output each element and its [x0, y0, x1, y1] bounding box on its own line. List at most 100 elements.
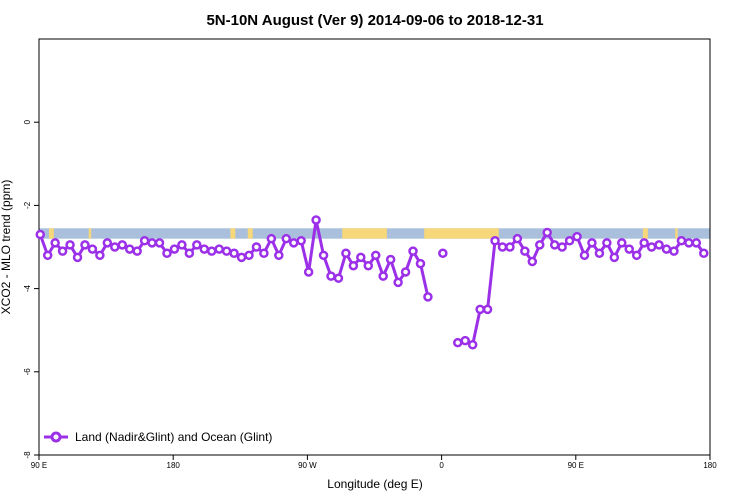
x-tick-label: 90 E [31, 461, 47, 470]
data-point [669, 246, 679, 256]
data-point [557, 242, 567, 252]
land-ocean-band [39, 228, 710, 239]
data-point [333, 273, 344, 283]
data-point [400, 267, 411, 277]
data-point [654, 240, 664, 250]
x-axis-label: Longitude (deg E) [327, 477, 422, 491]
data-point [266, 233, 277, 244]
data-point [676, 236, 687, 246]
data-point [147, 238, 157, 248]
data-point [370, 250, 381, 261]
data-point [311, 215, 321, 225]
data-point [460, 335, 470, 346]
data-point [214, 244, 224, 254]
data-point [35, 229, 45, 240]
data-point [132, 246, 142, 256]
data-point [356, 252, 366, 263]
data-point [110, 242, 120, 252]
data-point [535, 240, 545, 250]
data-point [617, 238, 627, 248]
land-segment [247, 228, 253, 239]
data-point [453, 337, 463, 348]
series-layer [35, 215, 709, 350]
y-axis-label: XCO2 - MLO trend (ppm) [0, 180, 13, 315]
land-segment [88, 228, 92, 239]
data-point [341, 248, 351, 258]
data-point [162, 248, 172, 258]
data-point [95, 250, 105, 261]
data-point [691, 238, 702, 248]
data-point [303, 267, 314, 277]
data-point [236, 252, 247, 263]
legend-label: Land (Nadir&Glint) and Ocean (Glint) [75, 430, 272, 444]
data-point [296, 236, 306, 246]
data-point [259, 248, 269, 258]
data-point [646, 242, 657, 252]
data-point [482, 304, 493, 315]
data-point [520, 246, 530, 256]
x-tick-label: 0 [439, 461, 444, 470]
x-tick-label: 180 [167, 461, 181, 470]
data-point [505, 242, 515, 252]
data-point [385, 254, 396, 265]
data-point [184, 248, 195, 258]
x-tick-label: 90 E [568, 461, 584, 470]
data-point [348, 260, 359, 271]
data-point [423, 292, 433, 302]
data-point [326, 271, 336, 281]
data-point [42, 250, 53, 261]
data-point [475, 304, 485, 315]
data-point [564, 236, 575, 246]
data-point [72, 252, 83, 263]
data-point [274, 250, 284, 261]
data-point [408, 246, 418, 256]
data-point [102, 238, 113, 248]
plot-frame [38, 38, 711, 456]
data-point [512, 233, 523, 244]
y-tick-label: -6 [23, 368, 32, 376]
data-point [177, 240, 187, 250]
data-point [251, 242, 262, 252]
data-point [318, 250, 329, 261]
data-point [587, 238, 597, 248]
data-point [221, 246, 232, 256]
land-segment [675, 228, 678, 239]
data-point [57, 246, 68, 256]
data-point [684, 238, 694, 248]
data-point [206, 246, 217, 256]
data-point [527, 256, 538, 267]
data-point [549, 240, 560, 250]
data-point [602, 238, 612, 248]
data-point [699, 248, 709, 258]
data-point [50, 238, 60, 248]
chart-title: 5N-10N August (Ver 9) 2014-09-06 to 2018… [206, 12, 543, 29]
data-point [244, 250, 254, 261]
data-point [199, 244, 210, 254]
data-point [579, 250, 590, 261]
data-point [497, 242, 508, 252]
data-point [490, 236, 500, 246]
data-point [363, 260, 374, 271]
land-segment [642, 228, 648, 239]
land-segment [342, 228, 387, 239]
x-axis: 90 E 180 90 W 0 90 E 180 [31, 455, 717, 470]
data-point [594, 248, 605, 258]
data-point [124, 244, 135, 254]
data-point [169, 244, 180, 254]
data-point [65, 240, 75, 250]
data-point [542, 227, 552, 238]
x-tick-label: 90 W [298, 461, 317, 470]
data-point [624, 244, 634, 254]
data-point [631, 250, 642, 261]
x-tick-label: 180 [703, 461, 717, 470]
land-segment [48, 228, 54, 239]
y-tick-label: -8 [23, 451, 32, 459]
data-point [192, 240, 202, 250]
data-point [117, 240, 128, 250]
data-point [288, 238, 299, 248]
data-point [639, 238, 649, 248]
data-point [80, 240, 90, 250]
legend-marker [50, 431, 62, 443]
land-segment [230, 228, 236, 239]
